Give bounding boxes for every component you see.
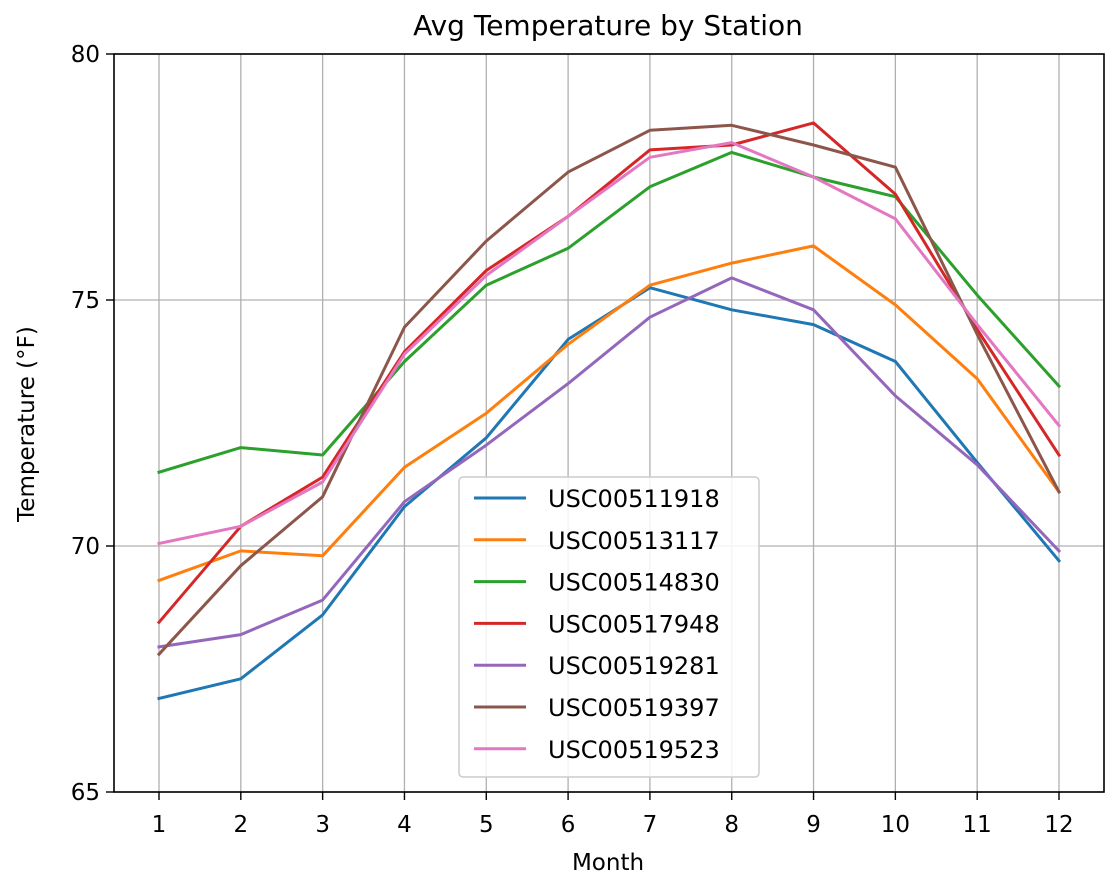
legend-label: USC00511918 [548, 485, 720, 513]
x-tick-label: 9 [806, 812, 821, 838]
legend-label: USC00519523 [548, 736, 720, 764]
y-axis-title: Temperature (°F) [14, 326, 40, 523]
x-tick-label: 10 [881, 812, 910, 838]
series-line-usc00519523 [157, 141, 1062, 546]
x-tick-label: 4 [397, 812, 412, 838]
y-tick-label: 70 [71, 534, 100, 560]
legend: USC00511918 USC00513117 USC00514830 USC0051… [458, 476, 760, 778]
chart-title: Avg Temperature by Station [413, 9, 803, 42]
x-tick-label: 3 [315, 812, 330, 838]
y-tick-label: 65 [71, 780, 100, 806]
series-lines [156, 121, 1062, 701]
y-tick-label: 80 [71, 42, 100, 68]
plot-frame [113, 53, 1105, 793]
series-line-usc00517948 [156, 121, 1062, 625]
legend-label: USC00513117 [548, 527, 720, 555]
x-tick-label: 5 [479, 812, 494, 838]
x-tick-label: 6 [561, 812, 576, 838]
x-tick-label: 2 [233, 812, 248, 838]
series-line-usc00519281 [157, 276, 1062, 649]
legend-box [458, 476, 760, 778]
x-tick-label: 12 [1044, 812, 1073, 838]
series-line-usc00513117 [157, 244, 1062, 583]
x-tick-label: 7 [643, 812, 658, 838]
legend-label: USC00519397 [548, 694, 720, 722]
x-tick-label: 1 [152, 812, 167, 838]
legend-label: USC00519281 [548, 652, 720, 680]
series-line-usc00514830 [157, 150, 1062, 475]
x-tick-label: 8 [724, 812, 739, 838]
x-axis-title: Month [572, 850, 644, 876]
legend-label: USC00517948 [548, 610, 720, 638]
legend-label: USC00514830 [548, 569, 720, 597]
x-tick-label: 11 [963, 812, 992, 838]
series-line-usc00519397 [156, 123, 1062, 657]
y-tick-label: 75 [71, 288, 100, 314]
